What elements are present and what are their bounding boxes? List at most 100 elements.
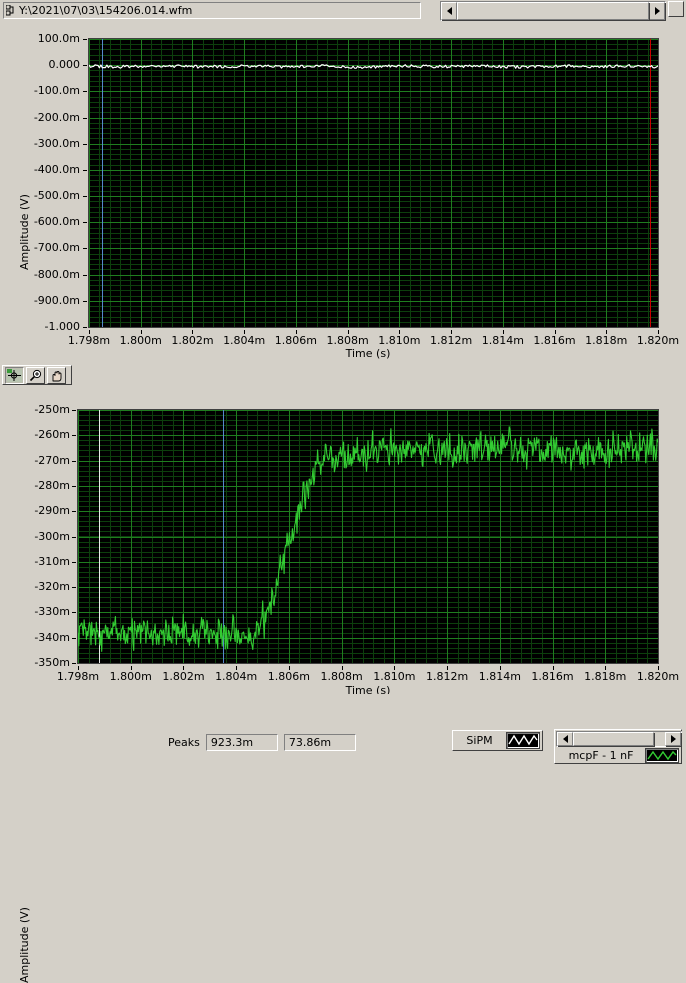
bottom-strip (0, 694, 686, 702)
sipm-y-tick-label: -200.0m (33, 110, 80, 124)
mcp-y-tick-mark (72, 511, 76, 512)
scroll-right-button[interactable] (649, 2, 665, 20)
cursor-tool-button[interactable] (5, 366, 24, 384)
sipm-x-tick-label: 1.804m (223, 334, 266, 347)
sipm-y-tick-label: -900.0m (33, 293, 80, 307)
mcp-x-tick-label: 1.802m (162, 670, 205, 683)
sipm-y-tick-label: 100.0m (37, 32, 80, 45)
scrollbar-corner (668, 1, 684, 17)
sipm-y-tick-mark (83, 196, 87, 197)
mcp-x-tick-label: 1.808m (320, 670, 363, 683)
mcp-x-tick-mark (236, 666, 237, 670)
sipm-plot-area[interactable] (88, 38, 659, 328)
sipm-y-tick-label: 0.000 (48, 58, 81, 72)
sipm-y-tick-label: -700.0m (33, 241, 80, 255)
scrollbar-track[interactable] (457, 2, 649, 20)
mcp-graph[interactable]: Amplitude (V) -250m -260m -270m -280m -290m -… (0, 403, 686, 983)
mcp-y-tick-label: -300m (34, 529, 70, 543)
mcp-y-tick-mark (72, 612, 76, 613)
mcp-x-tick-mark (500, 666, 501, 670)
sipm-x-tick-label: 1.812m (429, 334, 473, 347)
scrollbar-thumb[interactable] (457, 2, 649, 20)
sipm-x-tick-label: 1.802m (171, 334, 214, 347)
chevron-left-icon (446, 7, 452, 15)
legend-mcp-scrollbar[interactable] (556, 731, 682, 747)
chevron-right-icon (670, 735, 676, 743)
sipm-x-tick-mark (451, 330, 452, 334)
legend-sipm[interactable]: SiPM (452, 730, 543, 751)
pan-tool-button[interactable] (47, 366, 66, 384)
mcp-y-tick-label: -290m (34, 504, 70, 518)
sipm-x-tick-mark (192, 330, 193, 334)
peak-value-1: 923.3m (205, 734, 278, 751)
sipm-y-tick-mark (83, 118, 87, 119)
sipm-x-tick-mark (606, 330, 607, 334)
mcp-plot-area[interactable] (77, 409, 659, 664)
mcp-x-tick-label: 1.814m (478, 670, 521, 683)
mcp-x-tick-label: 1.816m (531, 670, 574, 683)
sipm-x-tick-label: 1.808m (326, 334, 369, 347)
chevron-left-icon (562, 735, 568, 743)
hand-icon (49, 368, 64, 382)
sipm-x-tick-mark (244, 330, 245, 334)
mcp-x-tick-mark (342, 666, 343, 670)
sipm-y-tick-label: -1.000 (44, 320, 80, 333)
waveform-file-icon (6, 5, 15, 16)
sipm-x-tick-label: 1.798m (67, 334, 111, 347)
scroll-left-button[interactable] (441, 2, 457, 20)
mcp-x-tick-mark (447, 666, 448, 670)
sipm-x-tick-label: 1.810m (378, 334, 421, 347)
sipm-x-tick-label: 1.806m (274, 334, 318, 347)
sipm-y-tick-mark (83, 248, 87, 249)
tool-palette[interactable] (2, 365, 72, 385)
mcp-y-tick-mark (72, 587, 76, 588)
sipm-y-axis-label: Amplitude (V) (18, 194, 31, 270)
legend-scrollbar-thumb[interactable] (573, 732, 654, 746)
sipm-y-tick-label: -100.0m (33, 84, 80, 98)
mcp-y-tick-label: -340m (34, 630, 70, 644)
sipm-y-tick-mark (83, 222, 87, 223)
sipm-x-tick-label: 1.816m (533, 334, 576, 347)
legend-mcp-row[interactable]: mcpF - 1 nF (557, 748, 681, 763)
sipm-graph[interactable]: Amplitude (V) 100.0m 0.000 -100.0m -200.0m -… (0, 30, 686, 363)
sipm-x-tick-label: 1.800m (119, 334, 162, 347)
magnifier-icon (28, 368, 43, 382)
sipm-y-tick-label: -500.0m (33, 189, 80, 203)
sipm-y-tick-mark (83, 327, 87, 328)
legend-mcp[interactable]: mcpF - 1 nF (554, 729, 682, 764)
mcp-x-tick-mark (183, 666, 184, 670)
legend-scroll-right-button[interactable] (665, 732, 681, 746)
sipm-x-tick-mark (555, 330, 556, 334)
sipm-x-tick-mark (348, 330, 349, 334)
sipm-x-tick-label: 1.814m (481, 334, 524, 347)
peaks-readout: Peaks 923.3m 73.86m (168, 733, 356, 752)
mcp-y-tick-mark (72, 486, 76, 487)
mcp-x-tick-mark (394, 666, 395, 670)
mcp-y-tick-label: -270m (34, 453, 70, 467)
zoom-tool-button[interactable] (26, 366, 45, 384)
legend-mcp-plotstyle-icon[interactable] (645, 748, 679, 763)
legend-sipm-label: SiPM (466, 734, 493, 747)
crosshair-icon (7, 368, 22, 382)
mcp-x-tick-label: 1.804m (215, 670, 258, 683)
legend-mcp-label: mcpF - 1 nF (568, 749, 634, 762)
horizontal-scrollbar[interactable] (440, 1, 666, 21)
mcp-x-tick-label: 1.812m (425, 670, 469, 683)
legend-sipm-plotstyle-icon[interactable] (506, 732, 540, 749)
mcp-y-tick-label: -260m (34, 428, 70, 442)
sipm-x-tick-mark (658, 330, 659, 334)
sipm-y-tick-mark (83, 275, 87, 276)
file-path-field[interactable]: Y:\2021\07\03\154206.014.wfm (3, 2, 421, 19)
sipm-x-tick-label: 1.818m (585, 334, 628, 347)
mcp-y-tick-label: -310m (34, 554, 70, 568)
legend-scrollbar-track[interactable] (573, 732, 665, 746)
chevron-right-icon (654, 7, 660, 15)
sipm-x-axis-label: Time (s) (345, 347, 391, 360)
mcp-y-tick-mark (72, 638, 76, 639)
legend-scroll-left-button[interactable] (557, 732, 573, 746)
mcp-x-tick-mark (78, 666, 79, 670)
mcp-x-tick-label: 1.818m (584, 670, 627, 683)
mcp-y-tick-mark (72, 435, 76, 436)
mcp-x-tick-mark (289, 666, 290, 670)
sipm-y-tick-mark (83, 39, 87, 40)
